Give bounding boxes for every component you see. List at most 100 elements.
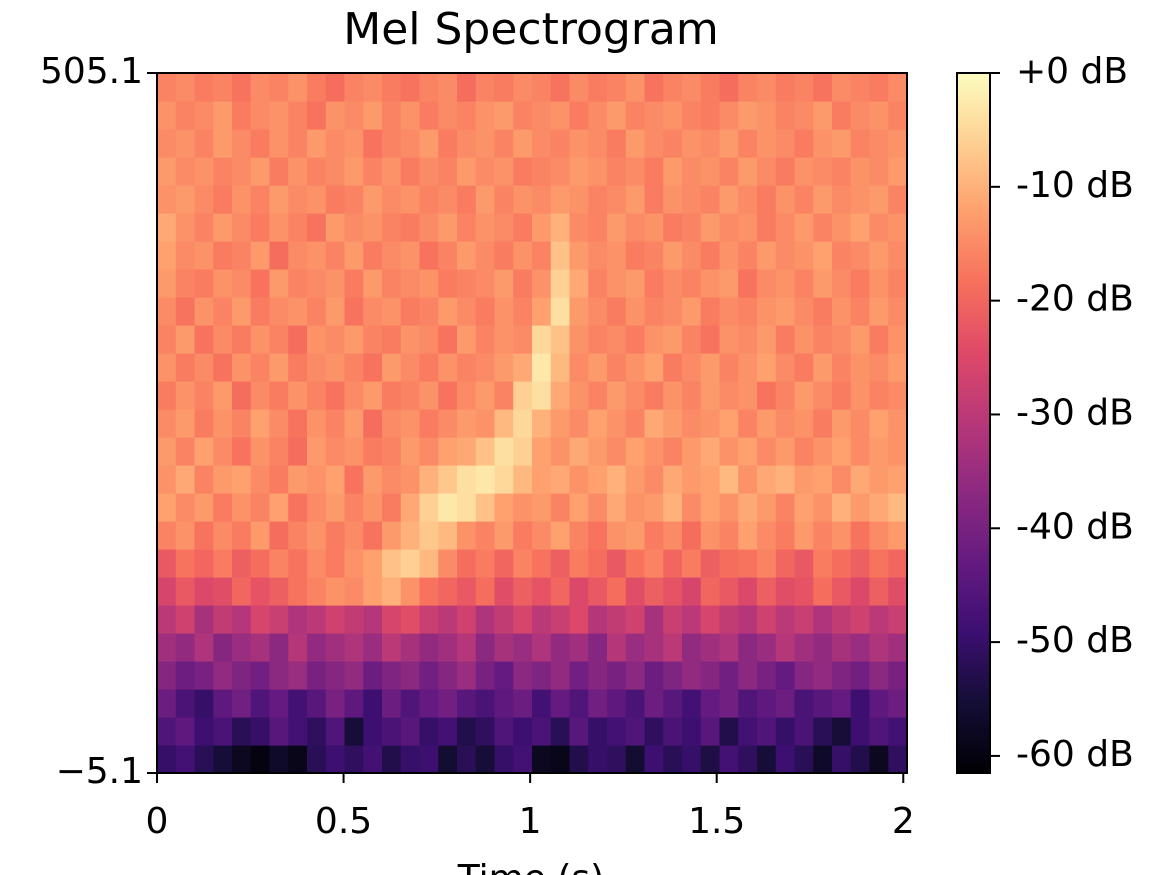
colorbar-tick-label: -60 dB <box>1016 734 1134 775</box>
heatmap-cell <box>400 101 421 130</box>
heatmap-cell <box>625 549 646 578</box>
heatmap-cell <box>250 101 271 130</box>
heatmap-cell <box>738 185 758 214</box>
heatmap-cell <box>550 437 571 466</box>
heatmap-cell <box>307 297 327 326</box>
heatmap-cell <box>344 577 364 606</box>
heatmap-cell <box>794 437 814 466</box>
heatmap-cell <box>775 549 796 578</box>
heatmap-cell <box>625 437 646 466</box>
heatmap-cell <box>569 745 589 774</box>
heatmap-cell <box>794 689 814 718</box>
heatmap-cell <box>288 465 308 494</box>
heatmap-cell <box>682 409 702 438</box>
heatmap-cell <box>550 549 571 578</box>
heatmap-cell <box>494 521 514 550</box>
heatmap-cell <box>457 493 477 522</box>
heatmap-cell <box>644 661 664 690</box>
heatmap-cell <box>532 213 552 242</box>
heatmap-cell <box>325 157 346 186</box>
heatmap-cell <box>400 241 421 270</box>
heatmap-cell <box>344 745 364 774</box>
heatmap-cell <box>888 213 908 242</box>
heatmap-cell <box>344 129 364 158</box>
heatmap-cell <box>157 717 177 746</box>
heatmap-cell <box>625 521 646 550</box>
heatmap-cell <box>438 73 458 102</box>
heatmap-cell <box>344 157 364 186</box>
heatmap-cell <box>775 381 796 410</box>
heatmap-cell <box>457 717 477 746</box>
heatmap-cell <box>832 549 852 578</box>
heatmap-cell <box>532 129 552 158</box>
heatmap-cell <box>719 73 739 102</box>
heatmap-cell <box>832 157 852 186</box>
heatmap-cell <box>700 745 721 774</box>
heatmap-cell <box>794 297 814 326</box>
heatmap-cell <box>719 381 739 410</box>
heatmap-cell <box>438 689 458 718</box>
heatmap-cell <box>344 101 364 130</box>
heatmap-cell <box>475 493 496 522</box>
heatmap-cell <box>532 577 552 606</box>
heatmap-cell <box>663 157 683 186</box>
heatmap-cell <box>625 129 646 158</box>
heatmap-cell <box>569 73 589 102</box>
heatmap-cell <box>607 353 627 382</box>
heatmap-cell <box>494 437 514 466</box>
heatmap-cell <box>588 213 608 242</box>
heatmap-cell <box>494 493 514 522</box>
heatmap-cell <box>382 437 402 466</box>
heatmap-cell <box>194 549 214 578</box>
heatmap-cell <box>775 717 796 746</box>
heatmap-cell <box>307 465 327 494</box>
heatmap-cell <box>775 325 796 354</box>
heatmap-cell <box>363 213 383 242</box>
heatmap-cell <box>850 213 871 242</box>
heatmap-cell <box>888 465 908 494</box>
heatmap-cell <box>194 633 214 662</box>
heatmap-cell <box>625 717 646 746</box>
x-tick-label: 0 <box>146 801 169 842</box>
heatmap-cell <box>288 129 308 158</box>
heatmap-cell <box>382 325 402 354</box>
heatmap-cell <box>513 129 533 158</box>
heatmap-cell <box>288 101 308 130</box>
heatmap-cell <box>400 689 421 718</box>
heatmap-cell <box>457 745 477 774</box>
heatmap-cell <box>419 213 439 242</box>
heatmap-cell <box>232 521 252 550</box>
heatmap-cell <box>157 633 177 662</box>
heatmap-cell <box>269 493 289 522</box>
heatmap-cell <box>532 185 552 214</box>
heatmap-cell <box>288 521 308 550</box>
heatmap-cell <box>682 493 702 522</box>
heatmap-cell <box>625 605 646 634</box>
heatmap-cell <box>307 717 327 746</box>
heatmap-cell <box>419 633 439 662</box>
heatmap-cell <box>888 73 908 102</box>
heatmap-cell <box>850 241 871 270</box>
heatmap-cell <box>438 577 458 606</box>
heatmap-cell <box>869 353 889 382</box>
heatmap-cell <box>175 213 196 242</box>
heatmap-cell <box>344 437 364 466</box>
heatmap-cell <box>700 129 721 158</box>
heatmap-cell <box>307 409 327 438</box>
heatmap-cell <box>194 521 214 550</box>
heatmap-cell <box>250 717 271 746</box>
heatmap-cell <box>775 605 796 634</box>
heatmap-cell <box>607 101 627 130</box>
heatmap-cell <box>494 689 514 718</box>
heatmap-cell <box>363 381 383 410</box>
heatmap-cell <box>363 661 383 690</box>
heatmap-cell <box>325 605 346 634</box>
heatmap-cell <box>344 381 364 410</box>
heatmap-cell <box>719 297 739 326</box>
heatmap-cell <box>213 157 233 186</box>
heatmap-cell <box>382 73 402 102</box>
heatmap-cell <box>607 129 627 158</box>
heatmap-cell <box>869 101 889 130</box>
heatmap-cell <box>663 745 683 774</box>
heatmap-cell <box>494 661 514 690</box>
